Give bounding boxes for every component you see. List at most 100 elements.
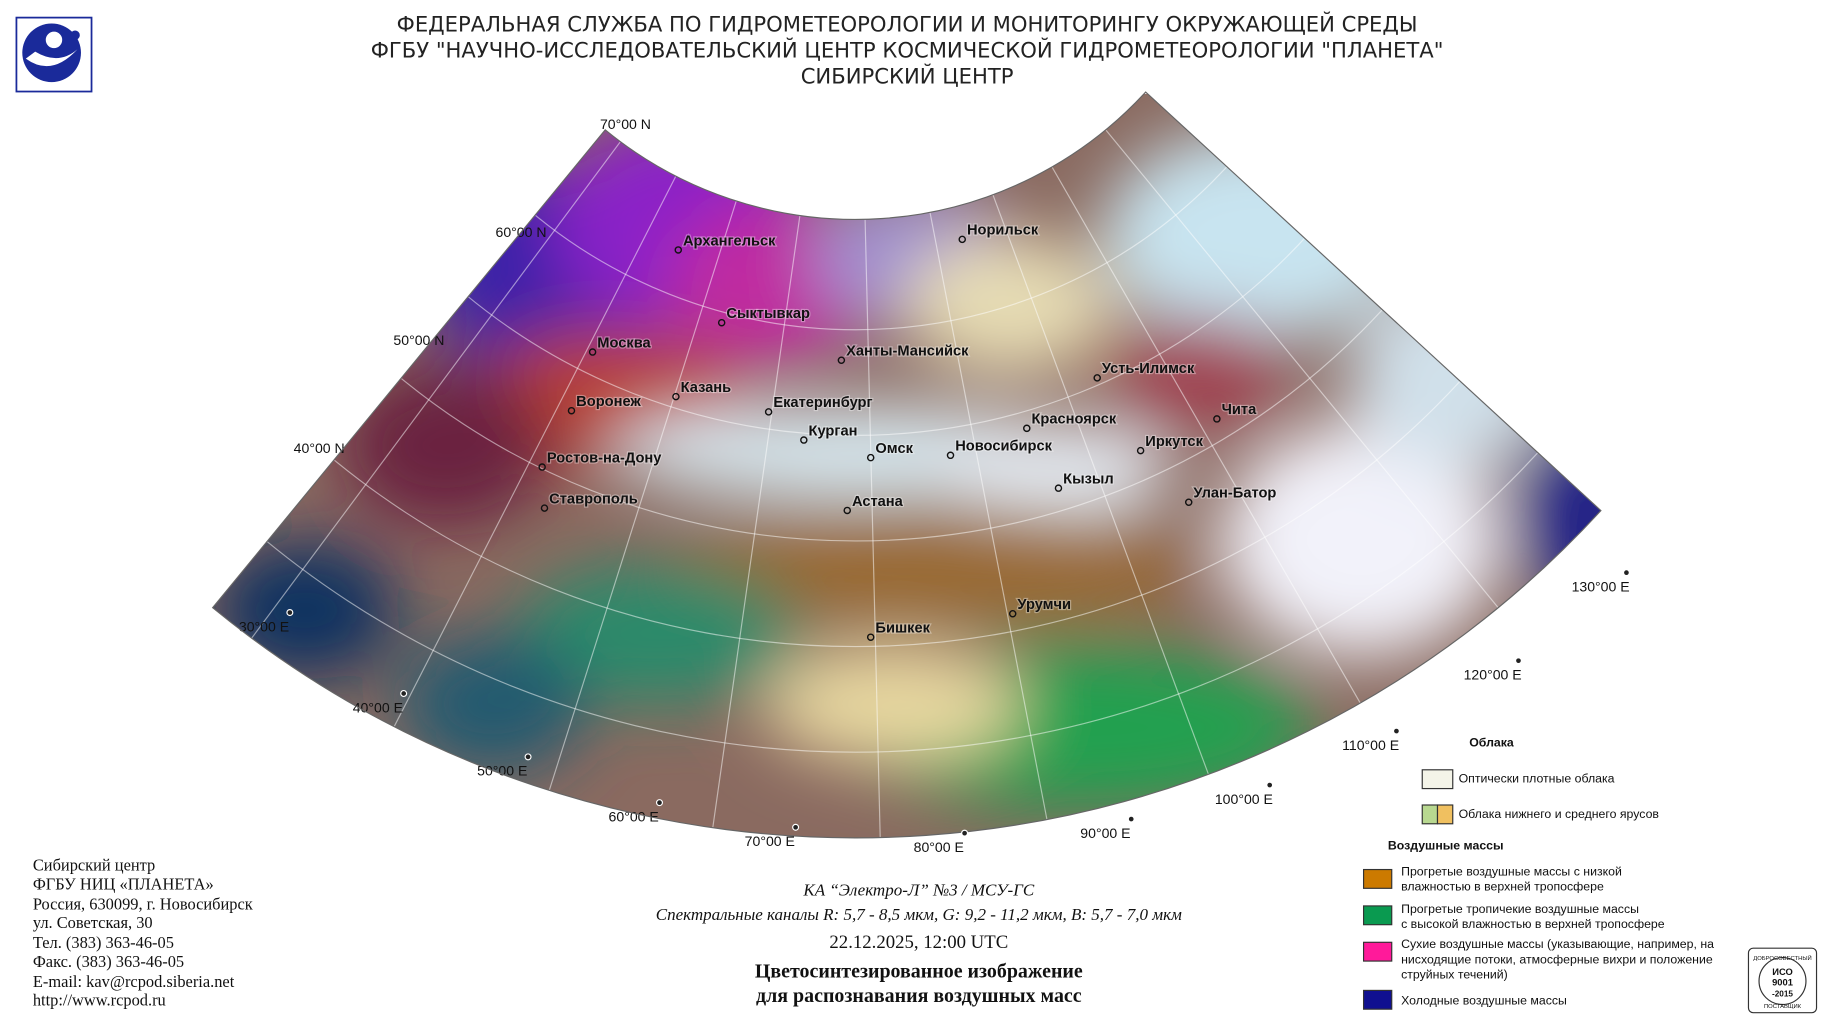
lat-label: 40°00 N [294, 440, 345, 456]
city-marker [946, 451, 955, 460]
caption: КА “Электро-Л” №3 / МСУ-ГС Спектральные … [656, 880, 1182, 1007]
lon-tick [1266, 781, 1274, 789]
meridian [854, 92, 882, 838]
city-marker [672, 392, 680, 401]
meridian [854, 92, 1218, 797]
lon-label: 120°00 E [1464, 666, 1522, 682]
contact-line: Сибирский центр [33, 856, 155, 875]
legend-text: струйных течений) [1401, 968, 1508, 982]
cert-text: ПОСТАВЩИК [1764, 1004, 1802, 1010]
longitude-labels: 30°00 E 40°00 E 50°00 E 60°00 E 70°00 E … [239, 578, 1630, 855]
legend-text: Сухие воздушные массы (указывающие, напр… [1401, 937, 1714, 951]
city-label: Казань [681, 380, 732, 396]
city-marker [1023, 424, 1031, 433]
city-label: Воронеж [576, 394, 641, 410]
meridian [382, 92, 856, 748]
city-marker [1136, 446, 1145, 455]
legend-title: Облака [1469, 735, 1514, 749]
cert-text: -2015 [1772, 989, 1793, 998]
legend-swatch [1362, 989, 1393, 1010]
city-label: Красноярск [1031, 412, 1116, 428]
legend-swatch [1362, 941, 1393, 962]
lon-tick [1392, 727, 1400, 735]
city-label: Ханты-Мансийск [846, 344, 969, 360]
contact: Сибирский центр ФГБУ НИЦ «ПЛАНЕТА» Росси… [33, 856, 253, 1010]
contact-line: Россия, 630099, г. Новосибирск [33, 894, 253, 913]
header-line: ФЕДЕРАЛЬНАЯ СЛУЖБА ПО ГИДРОМЕТЕОРОЛОГИИ … [397, 12, 1418, 37]
city-marker [866, 633, 875, 641]
city-marker [717, 318, 726, 327]
city-marker [1008, 609, 1017, 618]
legend-title: Воздушные массы [1388, 839, 1504, 853]
city-marker [1213, 415, 1221, 423]
product-title: для распознавания воздушных масс [756, 985, 1082, 1007]
meridian [237, 92, 856, 658]
city-label: Сыктывкар [726, 306, 810, 322]
lon-label: 30°00 E [239, 618, 289, 634]
city-marker [1054, 484, 1063, 492]
meridian [708, 92, 857, 838]
city-label: Новосибирск [955, 439, 1052, 455]
lon-tick [961, 829, 969, 837]
logo [15, 16, 93, 93]
lon-label: 60°00 E [609, 808, 659, 824]
lon-tick [286, 609, 294, 617]
header-line: ФГБУ "НАУЧНО-ИССЛЕДОВАТЕЛЬСКИЙ ЦЕНТР КОС… [371, 37, 1444, 62]
cert-text: ИСО [1772, 967, 1793, 977]
lon-tick [1514, 657, 1522, 665]
city-label: Иркутск [1145, 434, 1203, 450]
city-marker [958, 235, 967, 244]
lon-label: 110°00 E [1342, 737, 1399, 753]
lon-label: 90°00 E [1080, 825, 1130, 841]
contact-line: ул. Советская, 30 [33, 913, 153, 932]
parallel [212, 92, 1601, 648]
city-marker [674, 246, 683, 254]
legend-text: нисходящие потоки, атмосферные вихри и п… [1401, 952, 1713, 966]
city-label: Бишкек [875, 620, 930, 636]
city-marker [567, 406, 576, 415]
legend-text: Холодные воздушные массы [1401, 993, 1567, 1007]
latitude-labels: 70°00 N 60°00 N 50°00 N 40°00 N [294, 116, 651, 456]
lon-label: 40°00 E [353, 699, 403, 715]
legend-text: Оптически плотные облака [1459, 772, 1615, 786]
city-marker [540, 504, 549, 512]
meridian [541, 92, 857, 814]
header-line: СИБИРСКИЙ ЦЕНТР [801, 63, 1014, 88]
city-label: Норильск [967, 223, 1039, 239]
city-label: Улан-Батор [1193, 486, 1276, 502]
city-label: Ставрополь [549, 491, 638, 507]
city-marker [764, 408, 773, 416]
cert-text: ДОБРОСОВЕСТНЫЙ [1753, 954, 1811, 962]
satellite: КА “Электро-Л” №3 / МСУ-ГС [802, 880, 1034, 899]
city-label: Усть-Илимск [1102, 361, 1195, 377]
legend-swatch [1436, 804, 1454, 825]
parallel [0, 0, 1783, 752]
lon-tick [1622, 569, 1630, 577]
product-title: Цветосинтезированное изображение [755, 960, 1083, 982]
lon-label: 50°00 E [477, 763, 527, 779]
meridian [855, 92, 1514, 627]
legend-text: Прогретые тропичекие воздушные массы [1401, 902, 1639, 916]
city-label: Кызыл [1063, 471, 1114, 487]
meridian [854, 92, 1052, 838]
lon-tick [655, 799, 664, 807]
certificate: ДОБРОСОВЕСТНЫЙ ИСО 9001 -2015 ПОСТАВЩИК [1747, 947, 1818, 1014]
map-border [211, 91, 1602, 839]
cities: Архангельск Норильск Сыктывкар Москва Ханты-… [538, 222, 1278, 641]
city-marker [1093, 374, 1101, 382]
channels: Спектральные каналы R: 5,7 - 8,5 мкм, G:… [656, 905, 1182, 924]
lon-label: 80°00 E [914, 839, 964, 855]
city-label: Архангельск [683, 233, 776, 249]
legend-text: с высокой влажностью в верхней тропосфер… [1401, 917, 1665, 931]
contact-line: http://www.rcpod.ru [33, 991, 166, 1010]
city-label: Астана [852, 494, 904, 510]
city-marker [837, 356, 846, 365]
parallel [212, 92, 1572, 542]
lon-tick [1127, 815, 1135, 823]
city-label: Москва [597, 335, 651, 351]
legend-text: Облака нижнего и среднего ярусов [1459, 807, 1659, 821]
lon-tick [400, 690, 408, 698]
city-label: Омск [875, 441, 913, 457]
parallel [350, 92, 1361, 331]
